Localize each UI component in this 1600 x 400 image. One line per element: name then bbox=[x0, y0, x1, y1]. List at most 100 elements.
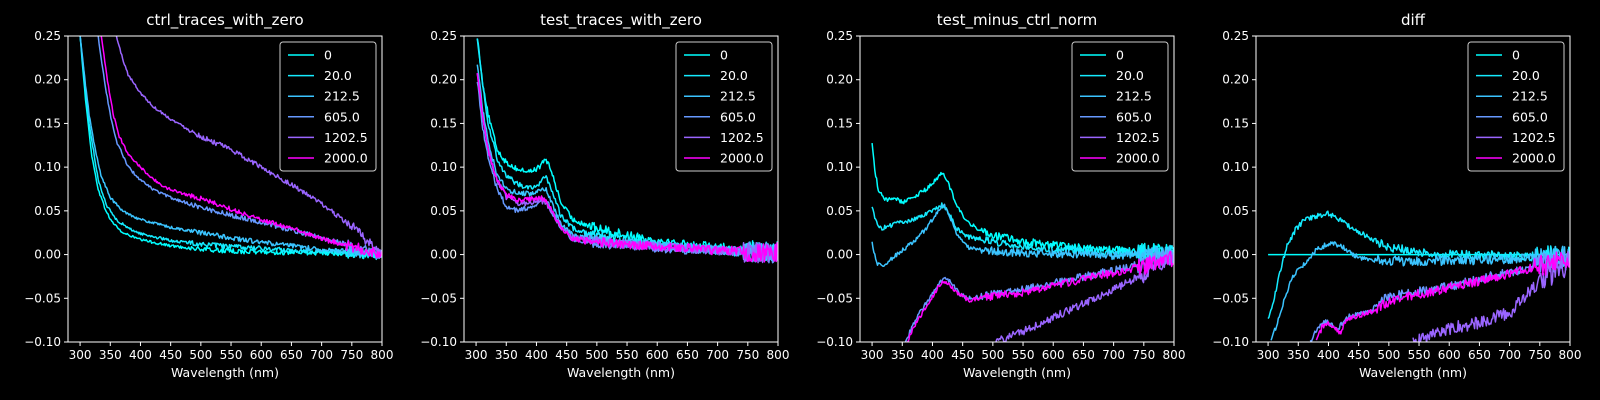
legend-label: 0 bbox=[720, 48, 728, 63]
y-tick-label: 0.15 bbox=[1222, 116, 1249, 130]
x-tick-label: 400 bbox=[129, 348, 152, 362]
x-tick-label: 600 bbox=[1042, 348, 1065, 362]
x-tick-label: 800 bbox=[767, 348, 790, 362]
y-tick-label: −0.10 bbox=[420, 335, 457, 349]
legend-label: 20.0 bbox=[1116, 68, 1144, 83]
series-line-2000-0 bbox=[476, 73, 778, 263]
chart-panel-3: test_minus_ctrl_norm 300 350 400 450 500 550 60… bbox=[816, 11, 1185, 380]
x-tick-label: 800 bbox=[1559, 348, 1582, 362]
series-group bbox=[1267, 210, 1570, 342]
x-tick-label: 300 bbox=[861, 348, 884, 362]
y-tick-label: 0.05 bbox=[34, 204, 61, 218]
y-tick-label: 0.20 bbox=[430, 73, 457, 87]
x-axis-label: Wavelength (nm) bbox=[567, 365, 675, 380]
x-tick-label: 350 bbox=[99, 348, 122, 362]
y-tick-label: −0.10 bbox=[24, 335, 61, 349]
legend-label: 0 bbox=[1512, 48, 1520, 63]
x-tick-label: 750 bbox=[736, 348, 759, 362]
legend-label: 2000.0 bbox=[324, 151, 368, 166]
series-group bbox=[871, 143, 1174, 342]
chart-panel-1: ctrl_traces_with_zero 300 350 400 450 500 550 6… bbox=[24, 11, 393, 380]
legend-label: 1202.5 bbox=[324, 130, 368, 145]
legend-label: 605.0 bbox=[324, 109, 360, 124]
x-tick-label: 400 bbox=[921, 348, 944, 362]
chart-title: ctrl_traces_with_zero bbox=[146, 11, 303, 30]
y-tick-label: 0.25 bbox=[826, 29, 853, 43]
series-line-212-5 bbox=[871, 203, 1174, 267]
legend-box bbox=[675, 41, 773, 172]
y-tick-label: 0.00 bbox=[430, 248, 457, 262]
series-line-20-0 bbox=[871, 202, 1174, 263]
x-tick-label: 800 bbox=[1163, 348, 1186, 362]
x-tick-label: 700 bbox=[310, 348, 333, 362]
y-tick-label: 0.10 bbox=[430, 160, 457, 174]
y-tick-label: −0.10 bbox=[816, 335, 853, 349]
x-tick-label: 300 bbox=[1257, 348, 1280, 362]
axes-frame bbox=[67, 35, 383, 343]
x-tick-label: 600 bbox=[1438, 348, 1461, 362]
chart-title: test_traces_with_zero bbox=[540, 11, 702, 30]
x-tick-label: 750 bbox=[1528, 348, 1551, 362]
x-tick-label: 550 bbox=[1012, 348, 1035, 362]
series-line-1202-5 bbox=[115, 36, 382, 254]
axes-frame bbox=[1255, 35, 1571, 343]
x-tick-label: 550 bbox=[220, 348, 243, 362]
legend-label: 2000.0 bbox=[1512, 151, 1556, 166]
axes-frame bbox=[463, 35, 779, 343]
legend-label: 212.5 bbox=[1116, 89, 1152, 104]
legend-label: 212.5 bbox=[720, 89, 756, 104]
x-tick-label: 650 bbox=[1468, 348, 1491, 362]
x-tick-label: 400 bbox=[525, 348, 548, 362]
legend: 0 20.0 212.5 605.0 1202.5 2000.0 bbox=[1071, 41, 1169, 172]
y-tick-label: 0.00 bbox=[1222, 248, 1249, 262]
legend-label: 605.0 bbox=[1512, 109, 1548, 124]
legend-label: 605.0 bbox=[1116, 109, 1152, 124]
series-line-20-0 bbox=[1267, 210, 1570, 319]
x-tick-label: 650 bbox=[1072, 348, 1095, 362]
x-tick-label: 350 bbox=[891, 348, 914, 362]
y-tick-label: 0.25 bbox=[430, 29, 457, 43]
x-tick-label: 450 bbox=[159, 348, 182, 362]
x-tick-label: 800 bbox=[371, 348, 394, 362]
series-line-1202-5 bbox=[1412, 250, 1570, 342]
legend-label: 2000.0 bbox=[1116, 151, 1160, 166]
legend-box bbox=[279, 41, 377, 172]
x-tick-label: 600 bbox=[250, 348, 273, 362]
y-tick-label: 0.20 bbox=[826, 73, 853, 87]
legend-label: 1202.5 bbox=[1116, 130, 1160, 145]
legend-label: 1202.5 bbox=[720, 130, 764, 145]
y-tick-label: 0.05 bbox=[826, 204, 853, 218]
series-line-1202-5 bbox=[995, 254, 1174, 342]
x-tick-label: 700 bbox=[706, 348, 729, 362]
legend: 0 20.0 212.5 605.0 1202.5 2000.0 bbox=[1467, 41, 1565, 172]
chart-panel-2: test_traces_with_zero 300 350 400 450 500 550 6… bbox=[420, 11, 789, 380]
y-tick-label: 0.05 bbox=[430, 204, 457, 218]
x-tick-label: 500 bbox=[189, 348, 212, 362]
legend-label: 20.0 bbox=[1512, 68, 1540, 83]
chart-title: diff bbox=[1401, 11, 1426, 29]
x-tick-label: 450 bbox=[1347, 348, 1370, 362]
series-line-0 bbox=[871, 143, 1174, 261]
x-tick-label: 650 bbox=[676, 348, 699, 362]
x-tick-label: 450 bbox=[951, 348, 974, 362]
x-axis-label: Wavelength (nm) bbox=[171, 365, 279, 380]
legend-label: 20.0 bbox=[720, 68, 748, 83]
legend-label: 212.5 bbox=[324, 89, 360, 104]
y-tick-label: 0.20 bbox=[34, 73, 61, 87]
x-tick-label: 750 bbox=[1132, 348, 1155, 362]
legend-label: 605.0 bbox=[720, 109, 756, 124]
series-line-212-5 bbox=[79, 36, 382, 259]
legend: 0 20.0 212.5 605.0 1202.5 2000.0 bbox=[279, 41, 377, 172]
series-line-605-0 bbox=[904, 249, 1174, 342]
legend-label: 212.5 bbox=[1512, 89, 1548, 104]
x-axis-label: Wavelength (nm) bbox=[963, 365, 1071, 380]
y-tick-label: 0.10 bbox=[34, 160, 61, 174]
series-line-2000-0 bbox=[906, 250, 1174, 342]
chart-panel-4: diff 300 350 400 450 500 550 600 650 700 750 800 −0.… bbox=[1212, 11, 1581, 380]
y-tick-label: 0.20 bbox=[1222, 73, 1249, 87]
chart-title: test_minus_ctrl_norm bbox=[937, 11, 1098, 30]
x-tick-label: 500 bbox=[981, 348, 1004, 362]
legend-label: 2000.0 bbox=[720, 151, 764, 166]
x-tick-label: 650 bbox=[280, 348, 303, 362]
